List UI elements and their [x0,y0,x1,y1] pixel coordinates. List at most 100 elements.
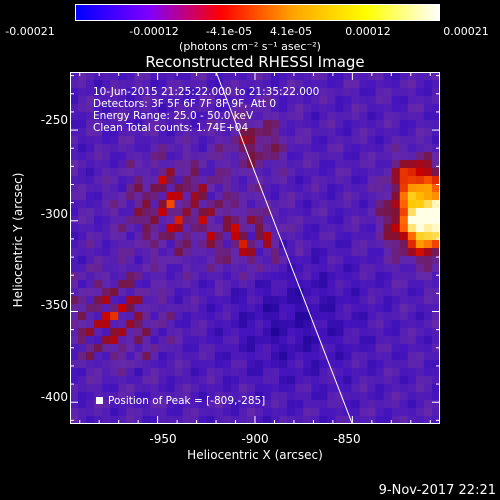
heatmap-cell [126,344,135,353]
heatmap-cell [118,256,127,265]
heatmap-cell [327,376,336,385]
heatmap-cell [383,312,393,321]
heatmap-cell [343,240,352,249]
heatmap-cell [335,104,344,113]
heatmap-cell [431,184,440,193]
heatmap-cell [351,136,360,145]
heatmap-cell [351,400,360,409]
heatmap-cell [142,168,151,177]
heatmap-cell [230,240,240,249]
heatmap-cell [319,168,328,177]
heatmap-cell [206,280,216,289]
heatmap-cell [279,240,288,249]
heatmap-cell [158,344,167,353]
heatmap-cell [150,312,159,321]
heatmap-cell [423,216,433,225]
heatmap-cell [343,304,352,313]
heatmap-cell [142,288,151,297]
heatmap-cell [126,208,135,217]
heatmap-cell [263,336,272,345]
heatmap-cell [78,288,87,297]
heatmap-cell [351,240,360,249]
heatmap-cell [182,240,191,249]
heatmap-cell [182,144,191,153]
heatmap-cell [343,376,352,385]
heatmap-cell [126,328,135,337]
heatmap-cell [255,216,264,225]
heatmap-cell [383,72,393,81]
heatmap-cell [198,304,208,313]
heatmap-cell [399,360,409,369]
heatmap-cell [134,104,143,113]
heatmap-cell [174,72,183,81]
heatmap-cell [70,88,79,97]
heatmap-cell [375,72,384,81]
heatmap-cell [407,144,417,153]
heatmap-cell [271,360,280,369]
heatmap-cell [359,256,368,265]
heatmap-cell [287,88,296,97]
heatmap-cell [246,344,256,353]
heatmap-cell [303,416,312,424]
heatmap-cell [222,208,232,217]
heatmap-cell [431,320,440,329]
heatmap-cell [94,240,103,249]
heatmap-cell [351,112,360,121]
heatmap-cell [367,312,376,321]
heatmap-cell [94,296,103,305]
heatmap-cell [311,128,320,137]
heatmap-cell [415,320,425,329]
heatmap-cell [343,128,352,137]
heatmap-cell [303,288,312,297]
heatmap-cell [86,408,95,417]
heatmap-cell [415,368,425,377]
heatmap-cell [303,112,312,121]
heatmap-cell [423,248,433,257]
heatmap-cell [327,152,336,161]
heatmap-cell [415,296,425,305]
heatmap-cell [134,352,143,361]
heatmap-cell [255,80,264,89]
heatmap-cell [214,280,224,289]
heatmap-cell [271,288,280,297]
heatmap-cell [78,96,87,105]
heatmap-cell [367,232,376,241]
heatmap-cell [375,216,384,225]
heatmap-cell [102,384,111,393]
heatmap-cell [94,112,103,121]
heatmap-cell [383,88,393,97]
heatmap-cell [359,88,368,97]
heatmap-cell [295,320,304,329]
heatmap-cell [246,288,256,297]
heatmap-cell [246,136,256,145]
heatmap-cell [246,160,256,169]
heatmap-cell [102,400,111,409]
heatmap-cell [198,120,208,129]
heatmap-cell [174,168,183,177]
heatmap-cell [158,336,167,345]
heatmap-cell [198,384,208,393]
heatmap-cell [263,256,272,265]
heatmap-cell [70,360,79,369]
heatmap-cell [279,392,288,401]
heatmap-cell [335,280,344,289]
colorbar-units: (photons cm⁻² s⁻¹ asec⁻²) [179,40,321,53]
heatmap-cell [431,152,440,161]
heatmap-cell [335,256,344,265]
heatmap-cell [375,392,384,401]
heatmap-cell [383,160,393,169]
heatmap-cell [222,184,232,193]
heatmap-cell [311,360,320,369]
heatmap-cell [86,248,95,257]
heatmap-cell [263,376,272,385]
x-tick-label: -950 [149,432,177,446]
clean-counts-annotation: Clean Total counts: 1.74E+04 [93,122,249,134]
heatmap-cell [94,312,103,321]
heatmap-cell [230,328,240,337]
heatmap-cell [407,152,417,161]
heatmap-cell [359,184,368,193]
heatmap-cell [415,352,425,361]
heatmap-cell [383,264,393,273]
heatmap-cell [102,96,111,105]
heatmap-cell [255,240,264,249]
